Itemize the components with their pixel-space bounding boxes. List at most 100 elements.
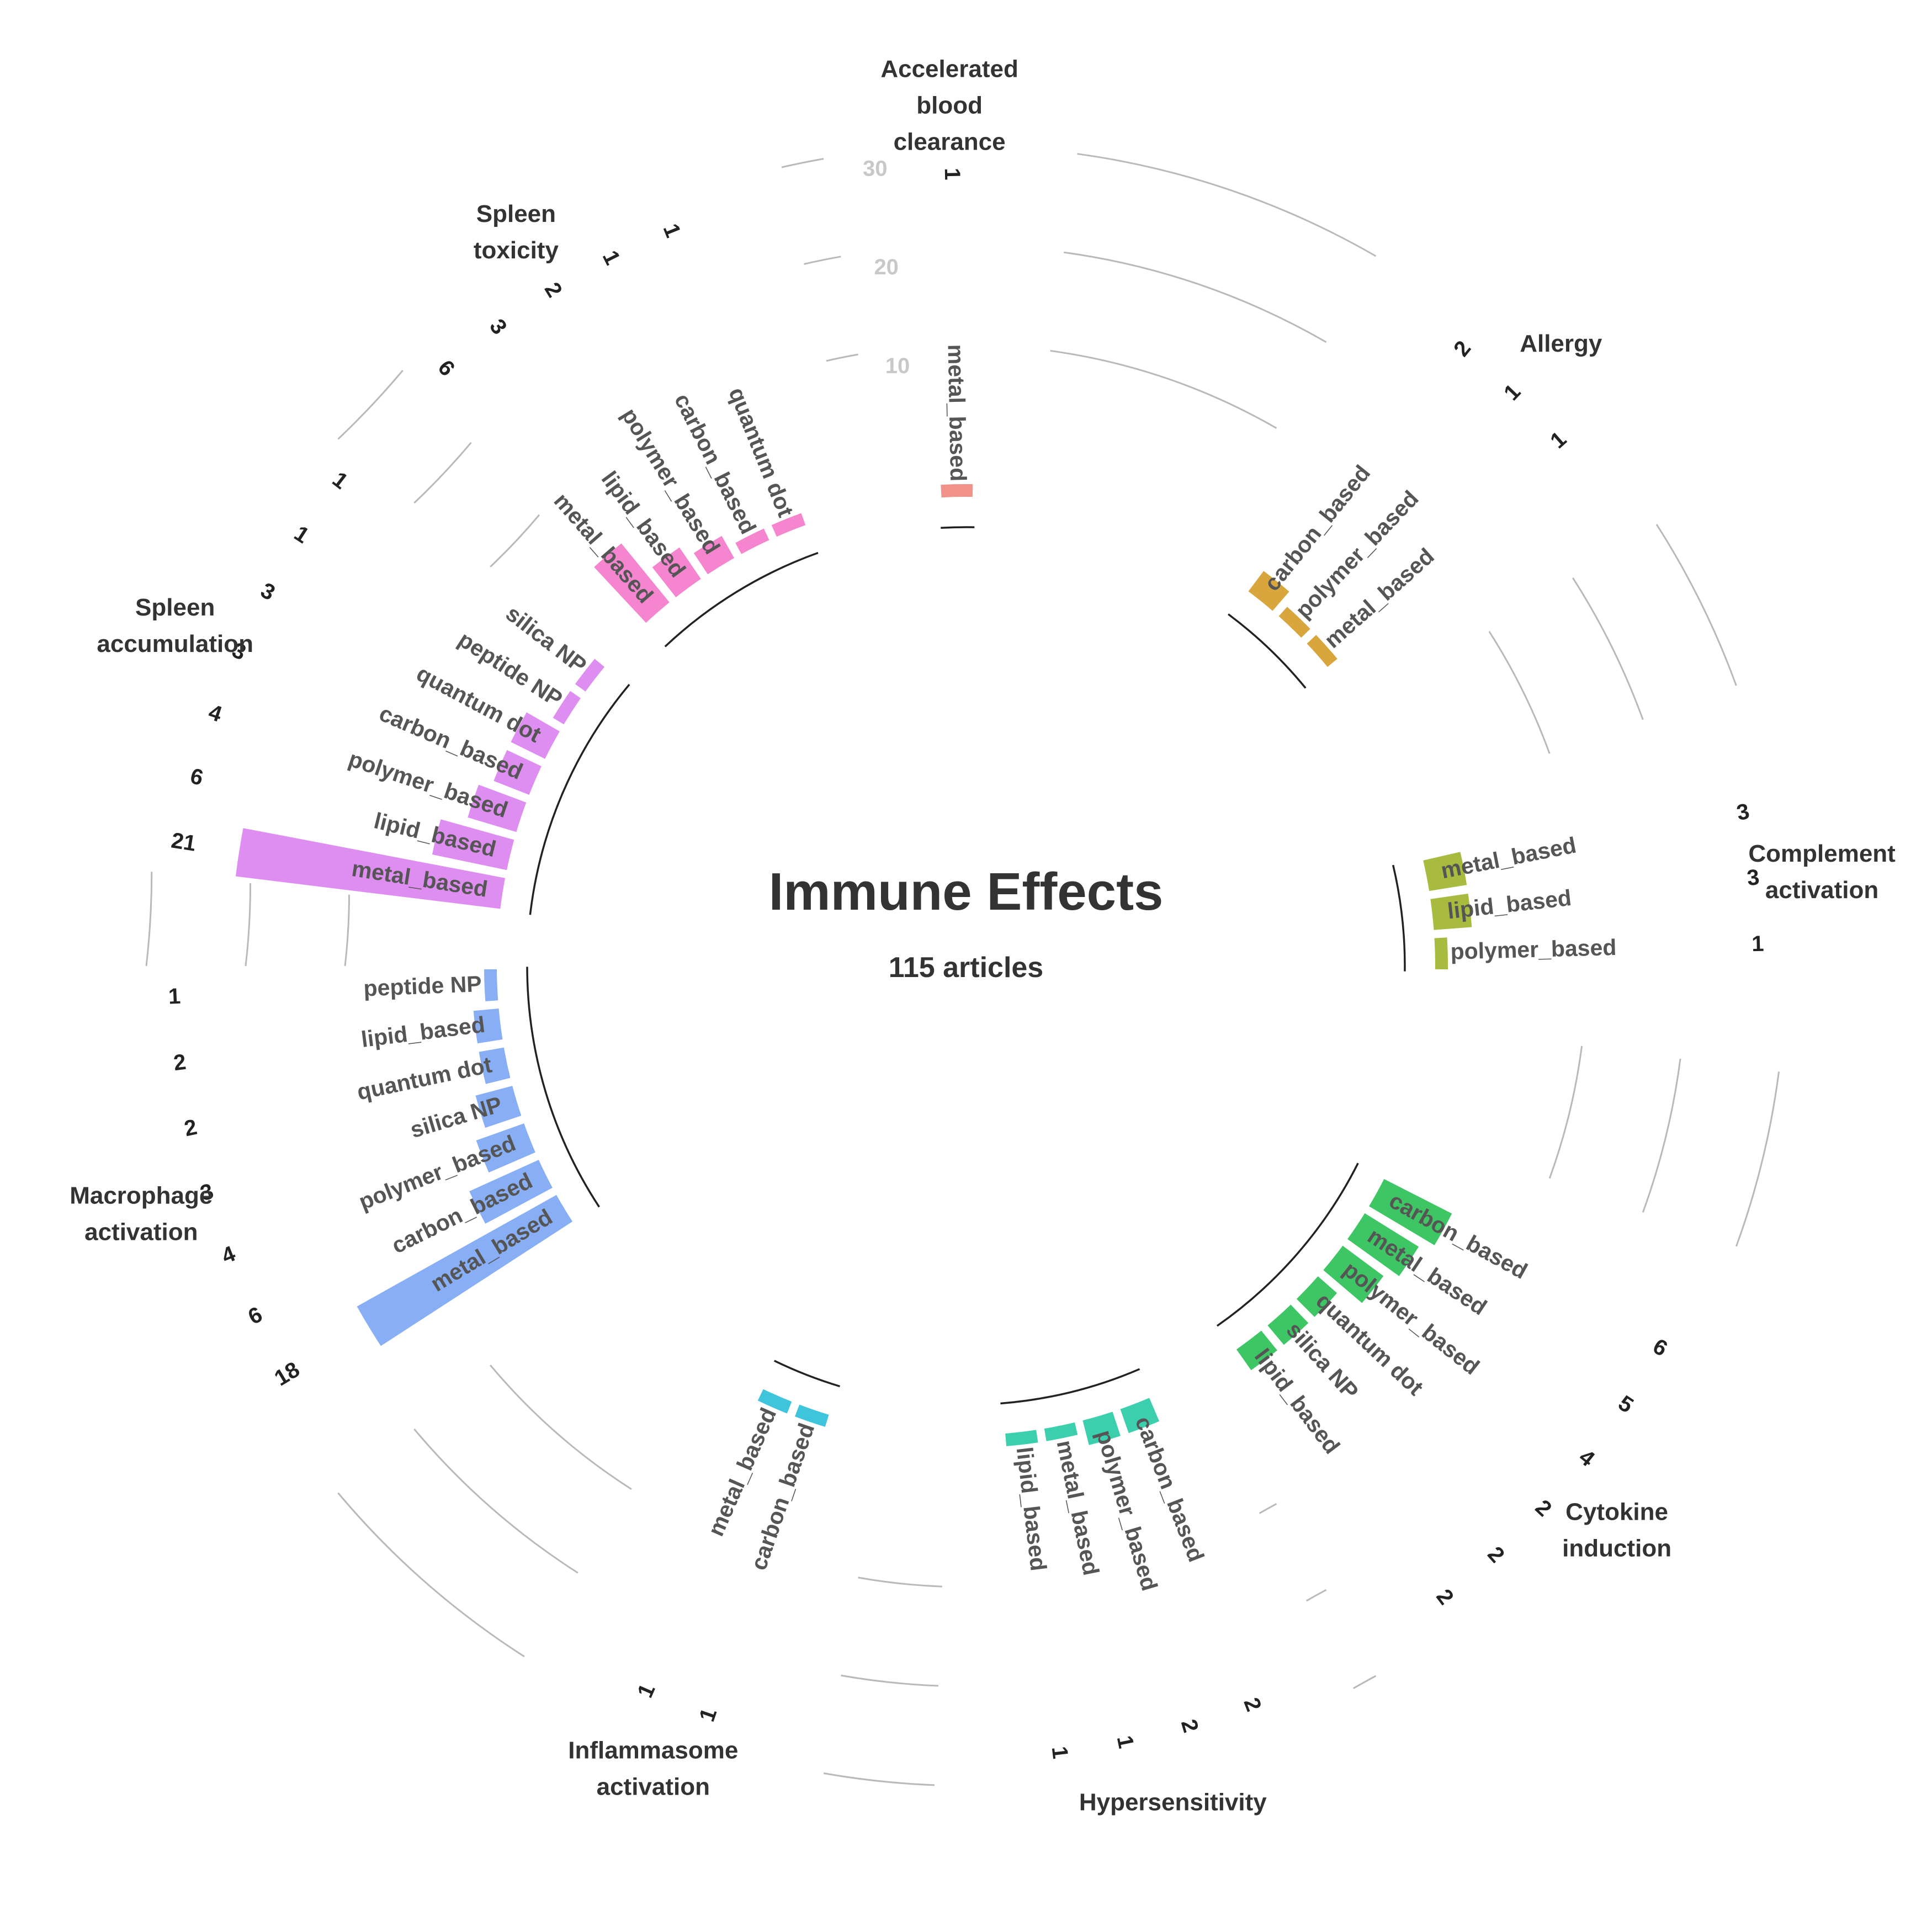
group-label: Spleen accumulation (97, 594, 253, 657)
bar-macrophage-activation-lipid-based (473, 1009, 503, 1044)
bar-cytokine-induction-silica-np (1267, 1304, 1309, 1345)
grid-arc (1735, 1071, 1780, 1247)
bar-cytokine-induction-polymer-based (1323, 1245, 1384, 1303)
grid-arc (1063, 251, 1327, 343)
grid-arc (841, 1674, 938, 1687)
bar-value-label: 4 (219, 1241, 240, 1268)
bar-label: lipid_based (1012, 1446, 1052, 1572)
bar-macrophage-activation-metal-based (357, 1195, 573, 1346)
bar-value-label: 3 (1746, 865, 1761, 890)
bar-cytokine-induction-quantum-dot (1296, 1276, 1337, 1317)
bar-spleen-accumulation-polymer-based (468, 784, 527, 832)
grid-arc (1077, 153, 1377, 257)
grid-arc (344, 894, 350, 967)
bar-allergy-polymer-based (1278, 607, 1310, 638)
bar-value-label: 3 (1735, 799, 1751, 825)
radial-tick-label: 20 (874, 255, 899, 279)
bar-spleen-toxicity-quantum-dot (771, 513, 806, 537)
bar-label: metal_based (943, 344, 972, 481)
group-label: Spleen toxicity (474, 200, 559, 264)
bar-value-label: 1 (1751, 932, 1764, 957)
grid-arc (781, 158, 824, 168)
bar-spleen-accumulation-peptide-np (553, 691, 581, 725)
bar-value-label: 1 (1546, 427, 1571, 453)
bar-cytokine-induction-lipid-based (1236, 1330, 1277, 1371)
bar-value-label: 6 (245, 1302, 266, 1329)
bar-hypersensitivity-lipid-based (1005, 1430, 1038, 1446)
bar-hypersensitivity-polymer-based (1082, 1411, 1121, 1445)
bar-hypersensitivity-carbon-based (1120, 1398, 1160, 1434)
bar-value-label: 6 (188, 764, 205, 790)
bar-value-label: 2 (182, 1115, 199, 1142)
bar-macrophage-activation-polymer-based (476, 1123, 535, 1173)
bar-value-label: 2 (1431, 1585, 1458, 1609)
bar-value-label: 21 (169, 828, 198, 856)
bar-label: quantum dot (355, 1052, 495, 1105)
grid-arc (1655, 524, 1737, 686)
bar-value-label: 3 (257, 578, 279, 605)
grid-arc (1305, 1589, 1327, 1602)
bar-value-label: 2 (1449, 336, 1475, 361)
bar-value-label: 6 (433, 355, 460, 381)
group-label: Accelerated blood clearance (880, 55, 1018, 155)
bar-value-label: 1 (598, 247, 625, 269)
bar-value-label: 6 (1649, 1334, 1671, 1361)
grid-arc (337, 1492, 525, 1658)
bar-cytokine-induction-metal-based (1347, 1213, 1419, 1276)
group-brackets (526, 526, 1406, 1405)
bar-spleen-toxicity-polymer-based (693, 535, 735, 575)
bar-value-label: 1 (940, 168, 964, 181)
bar-spleen-accumulation-quantum-dot (511, 712, 560, 759)
bar-macrophage-activation-quantum-dot (479, 1047, 511, 1084)
grid-arc (1259, 1503, 1277, 1514)
bar-value-label: 2 (1239, 1695, 1266, 1715)
grid-arc (413, 1428, 578, 1574)
bar-label: lipid_based (1446, 885, 1573, 923)
bar-complement-activation-lipid-based (1430, 893, 1472, 930)
bar-value-label: 2 (1531, 1495, 1556, 1521)
radial-tick-label: 30 (863, 156, 888, 181)
bar-label: lipid_based (360, 1012, 487, 1053)
group-bracket (529, 683, 630, 915)
bar-value-label: 1 (290, 521, 314, 548)
bar-accelerated-blood-clearance-metal-based (941, 484, 973, 498)
bar-value-label: 18 (270, 1357, 304, 1391)
group-bracket (773, 1360, 841, 1388)
grid-arc (1488, 631, 1551, 754)
bar-spleen-toxicity-metal-based (594, 543, 670, 623)
grid-arc (1572, 577, 1644, 720)
group-label: Inflammasome activation (568, 1737, 738, 1800)
bar-value-label: 4 (205, 700, 225, 727)
grid-arc (1548, 1045, 1583, 1179)
bar-spleen-accumulation-silica-np (575, 659, 605, 692)
bar-value-label: 1 (168, 984, 181, 1009)
bar-cytokine-induction-carbon-based (1369, 1179, 1452, 1245)
group-bracket (526, 967, 600, 1208)
grid-arc (245, 883, 252, 967)
group-bracket (1216, 1163, 1359, 1327)
labels: 10 20 30 metal_based 1 Accelerated blood cleara… (70, 55, 1896, 1816)
bar-value-label: 1 (1499, 380, 1525, 405)
bar-value-label: 2 (540, 278, 567, 301)
bar-spleen-accumulation-lipid-based (432, 819, 514, 871)
bar-value-label: 4 (1574, 1445, 1599, 1472)
bar-inflammasome-activation-metal-based (757, 1389, 792, 1414)
grid-arc (145, 872, 153, 967)
bar-label: silica NP (407, 1091, 505, 1143)
bar-value-label: 3 (485, 315, 512, 339)
bar-spleen-toxicity-lipid-based (652, 547, 701, 597)
bar-value-label: 1 (1047, 1745, 1073, 1760)
grid-arc (490, 514, 540, 567)
group-bracket (664, 551, 819, 647)
grid-arc (858, 1577, 942, 1588)
bar-inflammasome-activation-carbon-based (795, 1404, 829, 1427)
bar-hypersensitivity-metal-based (1044, 1422, 1078, 1441)
group-label: Cytokine induction (1562, 1498, 1671, 1562)
bar-value-label: 1 (694, 1705, 721, 1724)
bar-label: polymer_based (1450, 935, 1617, 964)
grid-arc (490, 1365, 632, 1490)
group-label: Complement activation (1748, 840, 1896, 904)
bar-value-label: 2 (172, 1050, 188, 1075)
group-label: Allergy (1520, 330, 1602, 357)
